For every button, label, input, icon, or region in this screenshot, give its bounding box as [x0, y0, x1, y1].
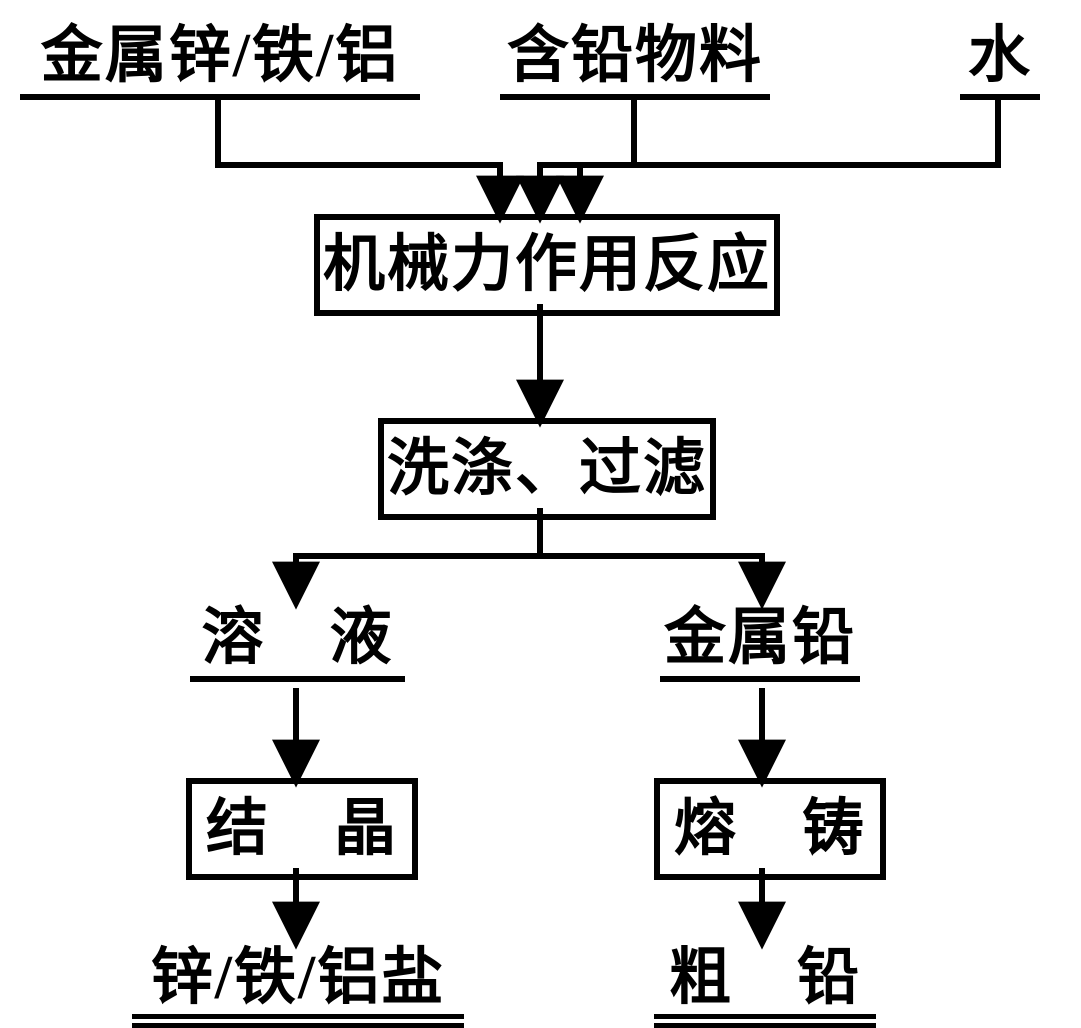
- node-in_metal: 金属锌/铁/铝: [20, 22, 420, 100]
- node-pb_metal: 金属铅: [660, 604, 860, 682]
- node-cast: 熔 铸: [654, 778, 886, 880]
- arrow-2: [580, 100, 998, 214]
- arrow-1: [540, 100, 634, 214]
- arrow-5: [540, 508, 762, 600]
- node-cryst: 结 晶: [186, 778, 418, 880]
- node-crude_pb: 粗 铅: [654, 944, 876, 1028]
- arrow-0: [218, 100, 500, 214]
- node-sol: 溶 液: [190, 604, 405, 682]
- node-salt: 锌/铁/铝盐: [132, 944, 464, 1028]
- node-wash: 洗涤、过滤: [378, 418, 716, 520]
- node-in_water: 水: [960, 22, 1040, 100]
- arrow-4: [296, 508, 540, 600]
- node-in_pb: 含铅物料: [500, 22, 770, 100]
- node-react: 机械力作用反应: [314, 214, 780, 316]
